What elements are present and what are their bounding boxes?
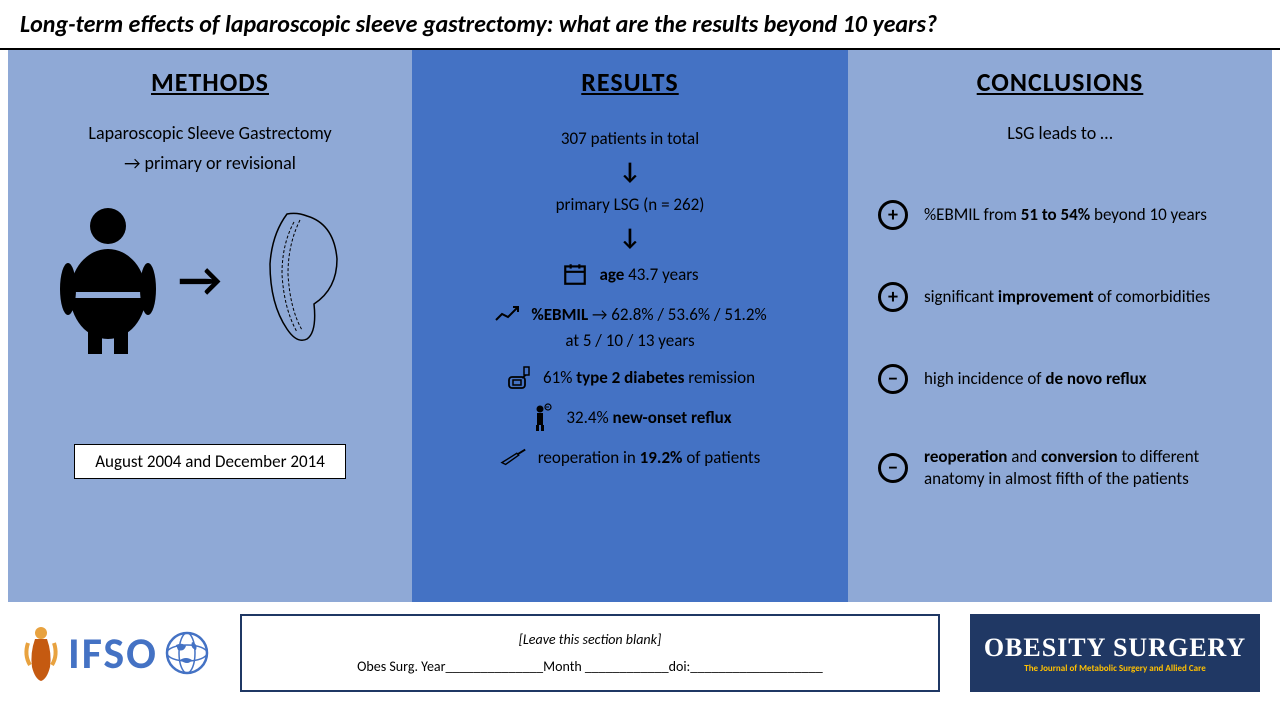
main-content: METHODS Laparoscopic Sleeve Gastrectomy … bbox=[8, 50, 1272, 602]
minus-circle-icon: − bbox=[878, 453, 908, 483]
glucose-meter-icon bbox=[505, 363, 533, 391]
arrow-icon: → bbox=[178, 250, 221, 309]
obese-person-icon bbox=[58, 204, 158, 354]
scalpel-icon bbox=[500, 443, 528, 471]
obesity-surgery-logo: OBESITY SURGERY The Journal of Metabolic… bbox=[970, 614, 1260, 692]
ifso-figure-icon bbox=[20, 623, 62, 683]
ifso-text: IFSO bbox=[68, 626, 158, 680]
date-range-box: August 2004 and December 2014 bbox=[74, 444, 346, 479]
trend-up-icon bbox=[493, 300, 521, 328]
citation-box: [Leave this section blank] Obes Surg. Ye… bbox=[240, 614, 940, 692]
plus-circle-icon: + bbox=[878, 200, 908, 230]
footer: IFSO [Leave this section blank] Obes Sur… bbox=[0, 602, 1280, 704]
person-reflux-icon bbox=[528, 403, 556, 431]
methods-header: METHODS bbox=[151, 66, 269, 98]
conclusion-item-1: + significant improvement of comorbiditi… bbox=[858, 282, 1262, 312]
conclusion-item-2: − high incidence of de novo reflux bbox=[858, 364, 1262, 394]
minus-circle-icon: − bbox=[878, 364, 908, 394]
conclusion-item-0: + %EBMIL from 51 to 54% beyond 10 years bbox=[858, 200, 1262, 230]
age-row: age 43.7 years bbox=[561, 260, 698, 288]
methods-procedure-sub: → primary or revisional bbox=[124, 152, 296, 174]
conclusions-column: CONCLUSIONS LSG leads to … + %EBMIL from… bbox=[848, 50, 1272, 602]
reoperation-row: reoperation in 19.2% of patients bbox=[500, 443, 761, 471]
obesity-subtitle: The Journal of Metabolic Surgery and All… bbox=[1024, 663, 1206, 674]
plus-circle-icon: + bbox=[878, 282, 908, 312]
reflux-row: 32.4% new-onset reflux bbox=[528, 403, 731, 431]
conclusions-header: CONCLUSIONS bbox=[977, 66, 1144, 98]
methods-procedure: Laparoscopic Sleeve Gastrectomy bbox=[88, 122, 331, 144]
ifso-logo: IFSO bbox=[20, 623, 210, 683]
primary-lsg: primary LSG (n = 262) bbox=[556, 194, 705, 215]
total-patients: 307 patients in total bbox=[561, 128, 699, 149]
conclusions-intro: LSG leads to … bbox=[1007, 122, 1112, 144]
down-arrow-icon: ↓ bbox=[619, 157, 641, 186]
conclusion-item-3: − reoperation and conversion to differen… bbox=[858, 446, 1262, 490]
down-arrow-icon: ↓ bbox=[619, 223, 641, 252]
stomach-sleeve-icon bbox=[242, 204, 362, 354]
citation-placeholder: [Leave this section blank] bbox=[519, 631, 662, 648]
ebmil-row: %EBMIL → 62.8% / 53.6% / 51.2% at 5 / 10… bbox=[493, 300, 766, 351]
obesity-title: OBESITY SURGERY bbox=[984, 633, 1246, 663]
results-header: RESULTS bbox=[581, 66, 678, 98]
title-bar: Long-term effects of laparoscopic sleeve… bbox=[0, 0, 1280, 50]
results-column: RESULTS 307 patients in total ↓ primary … bbox=[412, 50, 848, 602]
conclusion-text-0: %EBMIL from 51 to 54% beyond 10 years bbox=[924, 204, 1207, 226]
conclusion-text-2: high incidence of de novo reflux bbox=[924, 368, 1147, 390]
page-title: Long-term effects of laparoscopic sleeve… bbox=[20, 10, 937, 39]
methods-graphic: → bbox=[58, 204, 361, 354]
conclusion-text-3: reoperation and conversion to different … bbox=[924, 446, 1242, 490]
globe-icon bbox=[164, 630, 210, 676]
conclusion-text-1: significant improvement of comorbidities bbox=[924, 286, 1210, 308]
citation-line: Obes Surg. Year______________Month _____… bbox=[357, 658, 823, 675]
diabetes-row: 61% type 2 diabetes remission bbox=[505, 363, 755, 391]
methods-column: METHODS Laparoscopic Sleeve Gastrectomy … bbox=[8, 50, 412, 602]
calendar-icon bbox=[561, 260, 589, 288]
